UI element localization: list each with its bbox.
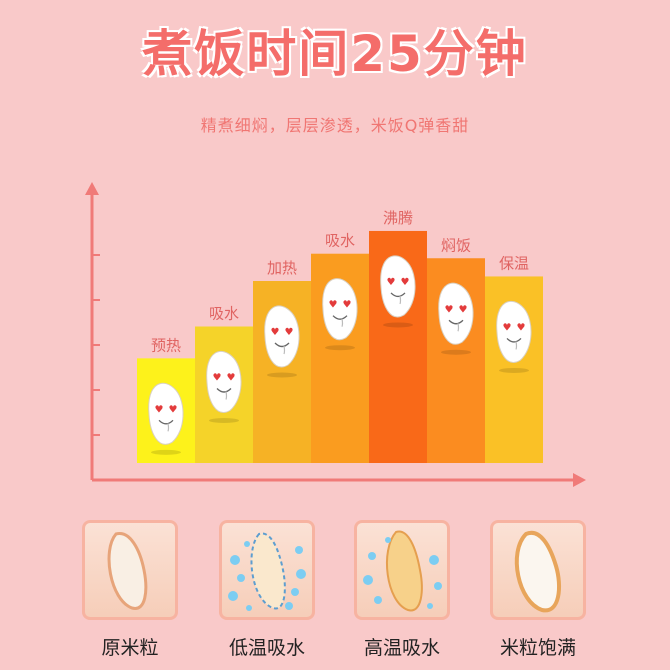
happy-rice-grain-icon: ♥ ♥ — [148, 382, 184, 455]
page-subtitle: 精煮细焖，层层渗透，米饭Q弹香甜 — [200, 116, 470, 135]
svg-text:♥: ♥ — [227, 373, 236, 384]
stage-label-high-temp: 高温吸水 — [363, 637, 440, 659]
happy-rice-grain-icon: ♥ ♥ — [438, 282, 474, 355]
chart-bar-group: 保温♥ ♥ — [485, 254, 543, 463]
plump-rice-grain-icon — [514, 530, 562, 613]
happy-rice-grain-icon: ♥ ♥ — [496, 300, 532, 373]
chart-bar-group: 加热♥ ♥ — [253, 259, 311, 463]
stage-card-plump: 米粒饱满 — [490, 520, 586, 659]
happy-rice-grain-icon: ♥ ♥ — [380, 255, 416, 328]
happy-rice-grain-icon: ♥ ♥ — [322, 278, 358, 351]
stage-card-raw: 原米粒 — [82, 520, 178, 659]
stage-label-raw: 原米粒 — [101, 637, 159, 659]
chart-category-label: 焖饭 — [441, 236, 471, 254]
happy-rice-grain-icon: ♥ ♥ — [206, 350, 242, 423]
chart-bar-group: 预热♥ ♥ — [137, 336, 195, 463]
svg-text:♥: ♥ — [213, 373, 222, 384]
chart-category-label: 吸水 — [325, 232, 355, 250]
chart-category-label: 保温 — [499, 254, 529, 272]
raw-rice-grain-icon — [107, 532, 148, 610]
chart-bar-group: 吸水♥ ♥ — [195, 305, 253, 463]
x-axis-arrow-icon — [573, 473, 586, 487]
svg-text:♥: ♥ — [503, 322, 512, 333]
svg-text:♥: ♥ — [169, 404, 178, 415]
svg-text:♥: ♥ — [155, 404, 164, 415]
rice-grain-heating-icon — [363, 530, 442, 612]
stage-label-plump: 米粒饱满 — [499, 637, 576, 659]
chart-category-label: 加热 — [267, 259, 297, 277]
stage-label-low-temp: 低温吸水 — [228, 637, 305, 659]
y-axis-arrow-icon — [85, 182, 99, 195]
svg-text:♥: ♥ — [285, 327, 294, 338]
rice-grain-absorbing-icon — [228, 532, 306, 611]
chart-bar-group: 焖饭♥ ♥ — [427, 236, 485, 463]
page-title: 煮饭时间25分钟 — [142, 25, 528, 83]
svg-text:♥: ♥ — [459, 304, 468, 315]
happy-rice-grain-icon: ♥ ♥ — [264, 305, 300, 378]
cooking-stage-chart: 预热♥ ♥吸水♥ ♥加热♥ ♥吸水♥ ♥沸腾♥ ♥焖饭♥ ♥保温♥ ♥ — [85, 182, 586, 487]
svg-text:♥: ♥ — [517, 322, 526, 333]
stage-card-low-temp: 低温吸水 — [219, 520, 315, 659]
stage-card-high-temp: 高温吸水 — [354, 520, 450, 659]
chart-bar-group: 沸腾♥ ♥ — [369, 209, 427, 463]
chart-category-label: 吸水 — [209, 305, 239, 323]
svg-text:♥: ♥ — [271, 327, 280, 338]
svg-text:♥: ♥ — [387, 277, 396, 288]
chart-category-label: 预热 — [151, 336, 181, 354]
svg-text:♥: ♥ — [401, 277, 410, 288]
svg-text:♥: ♥ — [329, 300, 338, 311]
chart-category-label: 沸腾 — [383, 209, 413, 227]
chart-bar-group: 吸水♥ ♥ — [311, 232, 369, 463]
svg-text:♥: ♥ — [343, 300, 352, 311]
svg-text:♥: ♥ — [445, 304, 454, 315]
